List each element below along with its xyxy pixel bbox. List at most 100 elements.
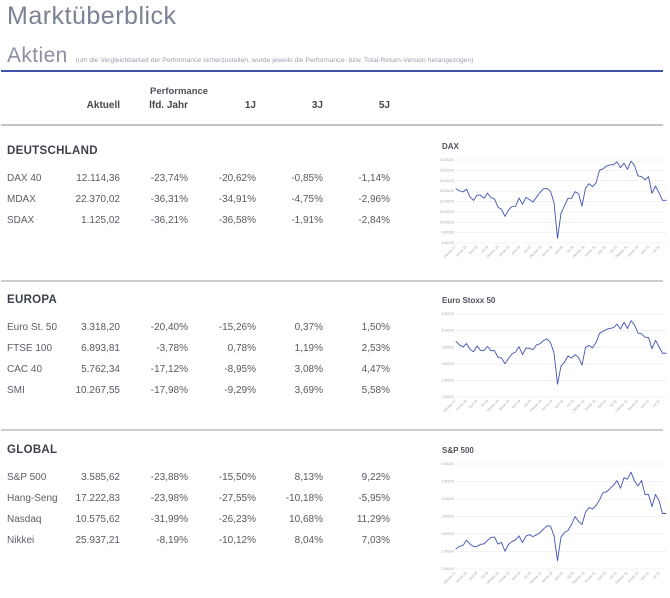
section-title: Aktien [7, 44, 68, 67]
value-cell: -2,84% [358, 215, 390, 226]
value-cell: 17.222,83 [75, 493, 121, 504]
svg-text:4.500,00: 4.500,00 [442, 480, 455, 484]
value-cell: 0,37% [294, 322, 323, 333]
value-cell: -1,91% [291, 215, 323, 226]
value-cell: -31,99% [150, 514, 188, 525]
svg-text:Januar 22: Januar 22 [626, 571, 639, 584]
index-row: Nikkei 25.937,21 -8,19% -10,12% 8,04% 7,03% [7, 530, 390, 551]
index-row: MDAX 22.370,02 -36,31% -34,91% -4,75% -2,96% [7, 189, 390, 210]
value-cell: 5.762,34 [81, 364, 120, 375]
page-title: Marktüberblick [7, 2, 177, 30]
svg-text:Januar 20: Januar 20 [540, 399, 553, 412]
col-aktuell: Aktuell [86, 100, 120, 111]
value-cell: 4,47% [361, 364, 390, 375]
table-column-headers: Aktuell lfd. Jahr 1J 3J 5J [7, 100, 390, 111]
svg-text:Juli 18: Juli 18 [480, 245, 490, 255]
value-cell: -36,58% [218, 215, 256, 226]
index-name: FTSE 100 [7, 343, 53, 354]
svg-text:Oktober 17: Oktober 17 [443, 399, 457, 413]
svg-text:April 22: April 22 [639, 571, 650, 582]
chart-euro-stoxx-50: Euro Stoxx 50 4.500,00 4.000,00 3.500,00 3.0… [440, 296, 668, 415]
value-cell: 12.114,36 [76, 173, 120, 184]
value-cell: 25.937,21 [75, 535, 121, 546]
svg-text:11.000,00: 11.000,00 [440, 210, 454, 214]
value-cell: 0,78% [227, 343, 256, 354]
value-cell: 10,68% [289, 514, 323, 525]
value-cell: -36,31% [150, 194, 188, 205]
svg-text:Juli 21: Juli 21 [608, 245, 618, 255]
svg-text:16.000,00: 16.000,00 [440, 158, 454, 162]
svg-text:Januar 18: Januar 18 [455, 571, 468, 584]
index-row: Nasdaq 10.575,62 -31,99% -26,23% 10,68% 11,29… [7, 509, 390, 530]
value-cell: 7,03% [361, 535, 390, 546]
value-cell: -20,62% [218, 173, 256, 184]
svg-text:Juli 21: Juli 21 [608, 399, 618, 409]
value-cell: 11,29% [356, 514, 390, 525]
svg-text:Januar 22: Januar 22 [626, 399, 639, 412]
svg-text:14.000,00: 14.000,00 [440, 179, 454, 183]
col-5j: 5J [378, 100, 390, 111]
svg-text:15.000,00: 15.000,00 [440, 168, 454, 172]
svg-text:Oktober 17: Oktober 17 [443, 245, 457, 259]
svg-text:April 21: April 21 [597, 245, 608, 256]
svg-text:Juli 19: Juli 19 [523, 571, 533, 581]
svg-text:2.500,00: 2.500,00 [442, 550, 455, 554]
aktien-section-header: Aktien (um die Vergleichbarkeit der Perf… [7, 44, 473, 68]
svg-text:3.500,00: 3.500,00 [442, 515, 455, 519]
table-header-rule [1, 124, 663, 126]
svg-text:Januar 21: Januar 21 [583, 571, 596, 584]
svg-text:April 22: April 22 [639, 245, 650, 256]
index-row: SMI 10.267,55 -17,98% -9,29% 3,69% 5,58% [7, 380, 390, 401]
value-cell: -15,50% [218, 472, 256, 483]
chart-dax: DAX 16.000,00 15.000,00 14.000,00 13.000,00 1… [440, 142, 668, 261]
table-section: EUROPA Euro St. 50 3.318,20 -20,40% -15,26% 0… [7, 294, 390, 401]
svg-text:Juli 21: Juli 21 [608, 571, 618, 581]
value-cell: -8,95% [224, 364, 256, 375]
svg-text:Januar 20: Januar 20 [540, 245, 553, 258]
performance-group-header: Performance [150, 86, 209, 97]
svg-text:April 20: April 20 [554, 571, 565, 582]
index-name: SDAX [7, 215, 35, 226]
value-cell: -15,26% [218, 322, 256, 333]
value-cell: -17,98% [150, 385, 188, 396]
section-separator [1, 280, 663, 282]
section-heading: GLOBAL [7, 444, 58, 456]
svg-text:Juli 19: Juli 19 [523, 399, 533, 409]
svg-text:Juli 18: Juli 18 [480, 571, 490, 581]
value-cell: 3.585,62 [81, 472, 120, 483]
index-row: Hang-Seng 17.222,83 -23,98% -27,55% -10,18% -… [7, 488, 390, 509]
svg-text:9.000,00: 9.000,00 [442, 231, 455, 235]
value-cell: 22.370,02 [75, 194, 121, 205]
svg-text:April 19: April 19 [511, 399, 522, 410]
svg-text:Juli 19: Juli 19 [523, 245, 533, 255]
section-heading: EUROPA [7, 294, 58, 306]
svg-text:13.000,00: 13.000,00 [440, 189, 454, 193]
table-section: GLOBAL S&P 500 3.585,62 -23,88% -15,50% 8,13%… [7, 444, 390, 551]
value-cell: -1,14% [358, 173, 390, 184]
index-name: CAC 40 [7, 364, 43, 375]
svg-text:2.000,00: 2.000,00 [442, 567, 455, 571]
value-cell: -27,55% [218, 493, 256, 504]
svg-text:April 19: April 19 [511, 571, 522, 582]
svg-text:Januar 21: Januar 21 [583, 245, 596, 258]
chart-title: S&P 500 [442, 446, 474, 455]
value-cell: -0,85% [291, 173, 323, 184]
section-separator [1, 429, 663, 431]
value-cell: -10,12% [218, 535, 256, 546]
index-row: SDAX 1.125,02 -36,21% -36,58% -1,91% -2,84% [7, 210, 390, 231]
value-cell: 9,22% [361, 472, 390, 483]
value-cell: -4,75% [291, 194, 323, 205]
value-cell: -36,21% [150, 215, 188, 226]
svg-text:8.000,00: 8.000,00 [442, 241, 455, 245]
index-name: MDAX [7, 194, 36, 205]
value-cell: -10,18% [285, 493, 323, 504]
svg-text:10.000,00: 10.000,00 [440, 220, 454, 224]
svg-text:2.500,00: 2.500,00 [442, 379, 455, 383]
value-cell: 10.267,55 [75, 385, 121, 396]
col-lfd-jahr: lfd. Jahr [149, 100, 188, 111]
svg-text:5.000,00: 5.000,00 [442, 462, 455, 466]
value-cell: 3.318,20 [81, 322, 120, 333]
svg-text:April 19: April 19 [511, 245, 522, 256]
svg-text:Januar 22: Januar 22 [626, 245, 639, 258]
